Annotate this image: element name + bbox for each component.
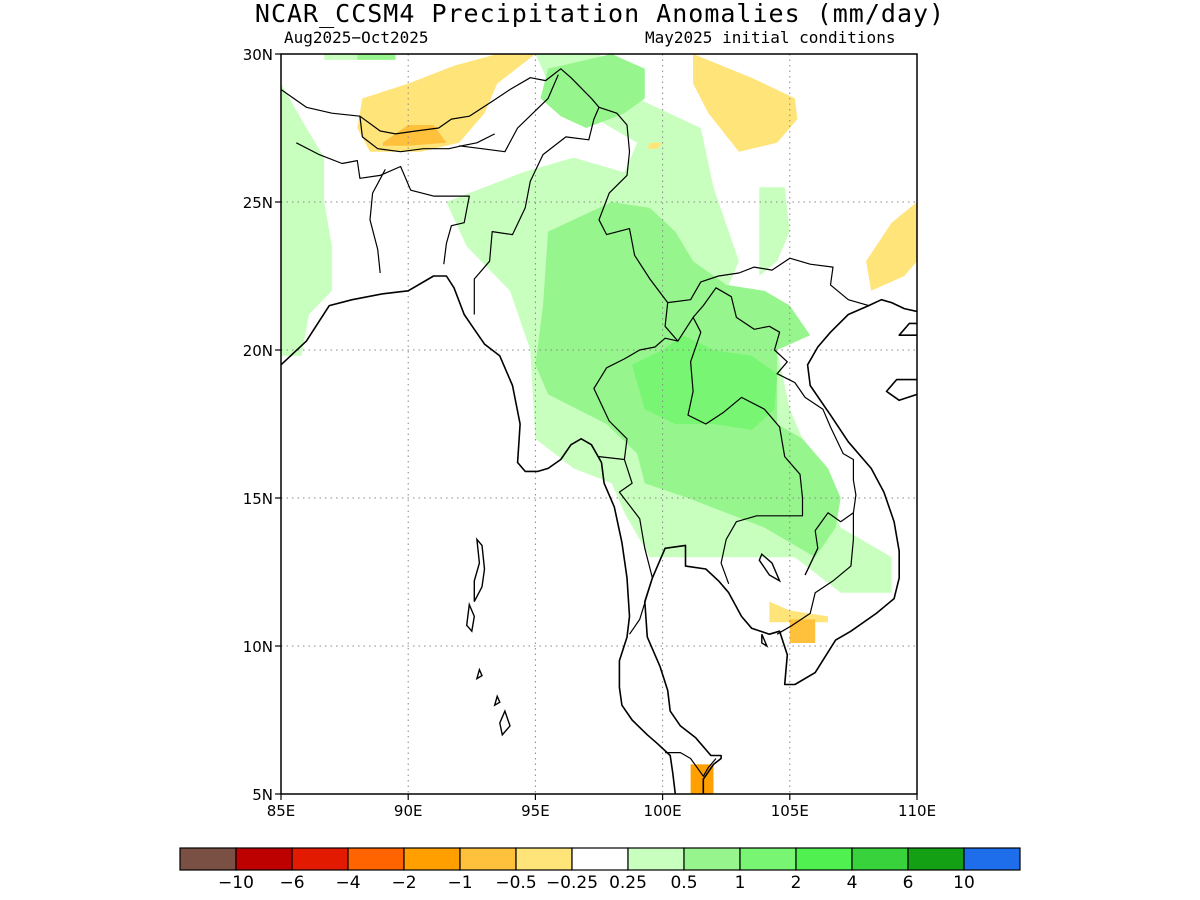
colorbar: −10 −6 −4 −2 −1 −0.5 −0.25 0.25 0.5 1 2 4 6 10: [179, 847, 1021, 893]
map-frame: [280, 53, 918, 795]
colorbar-swatch: [347, 847, 405, 871]
country-border: [473, 107, 600, 315]
anomaly-region: [759, 187, 790, 276]
initial-conditions: May2025 initial conditions: [645, 28, 896, 47]
island-outline: [493, 694, 501, 707]
x-tick-label: 105E: [771, 802, 809, 820]
anomaly-region: [540, 54, 645, 128]
anomaly-region: [647, 142, 663, 149]
anomaly-fill-layer: [281, 54, 917, 794]
coastline: [885, 378, 917, 402]
country-border: [665, 751, 717, 777]
x-tick-label: 90E: [394, 802, 423, 820]
colorbar-swatch: [571, 847, 629, 871]
colorbar-label: 1: [735, 873, 746, 893]
colorbar-swatch: [515, 847, 573, 871]
colorbar-swatch: [179, 847, 237, 871]
colorbar-label: 0.25: [609, 873, 647, 893]
country-border: [593, 337, 679, 461]
colorbar-label: 0.5: [670, 873, 697, 893]
colorbar-swatch: [291, 847, 349, 871]
y-tick-label: 15N: [243, 490, 273, 508]
colorbar-label: 10: [953, 873, 975, 893]
colorbar-label: −10: [218, 873, 254, 893]
colorbar-swatch: [963, 847, 1021, 871]
island-outline: [465, 601, 476, 633]
anomaly-region: [789, 619, 816, 643]
country-border: [459, 74, 559, 153]
island-outline: [758, 553, 782, 583]
colorbar-label: −2: [391, 873, 416, 893]
x-tick-label: 100E: [644, 802, 682, 820]
anomaly-region: [693, 54, 798, 152]
anomaly-region: [357, 54, 536, 152]
coastline: [898, 322, 917, 337]
island-outline: [761, 633, 769, 648]
y-tick-label: 20N: [243, 342, 273, 360]
colorbar-swatch: [235, 847, 293, 871]
y-tick-label: 25N: [243, 194, 273, 212]
colorbar-label: −1: [447, 873, 472, 893]
coastline: [281, 275, 677, 794]
anomaly-region: [769, 601, 828, 623]
anomaly-region: [281, 83, 332, 356]
country-border: [664, 302, 804, 585]
colorbar-label: −4: [335, 873, 360, 893]
colorbar-swatch: [627, 847, 685, 871]
x-tick-label: 110E: [898, 802, 936, 820]
axis-ticks: 85E 90E 95E 100E 105E 110E 5N 10N 15N 20N 25N 30N: [243, 46, 936, 820]
anomaly-region: [382, 125, 447, 146]
country-border: [776, 512, 855, 635]
anomaly-region: [357, 54, 396, 60]
map-title: NCAR_CCSM4 Precipitation Anomalies (mm/d…: [254, 0, 946, 28]
colorbar-label: −0.5: [495, 873, 536, 893]
country-border: [618, 459, 654, 635]
colorbar-swatch: [683, 847, 741, 871]
colorbar-swatch: [795, 847, 853, 871]
colorbar-swatch: [739, 847, 797, 871]
island-outline: [473, 537, 486, 602]
y-tick-label: 5N: [252, 786, 273, 804]
island-outline: [499, 709, 511, 737]
country-border: [804, 548, 819, 576]
colorbar-swatch: [459, 847, 517, 871]
island-outline: [475, 667, 483, 681]
forecast-period: Aug2025−Oct2025: [284, 28, 429, 47]
country-border: [359, 116, 495, 153]
colorbar-label: −6: [279, 873, 304, 893]
country-border: [369, 169, 386, 274]
country-border: [281, 68, 869, 307]
boundary-layer: [281, 68, 917, 794]
colorbar-swatch: [907, 847, 965, 871]
colorbar-label: 6: [903, 873, 914, 893]
anomaly-region: [324, 54, 358, 60]
y-tick-label: 30N: [243, 46, 273, 64]
grid-layer: [281, 54, 917, 794]
colorbar-label: 2: [791, 873, 802, 893]
x-tick-label: 95E: [521, 802, 550, 820]
colorbar-label: 4: [847, 873, 858, 893]
colorbar-swatch: [851, 847, 909, 871]
anomaly-region: [866, 202, 917, 291]
y-tick-label: 10N: [243, 638, 273, 656]
colorbar-swatch: [403, 847, 461, 871]
coastline: [643, 298, 917, 794]
anomaly-region: [632, 335, 778, 430]
x-tick-label: 85E: [267, 802, 296, 820]
country-border: [296, 142, 470, 265]
colorbar-label: −0.25: [546, 873, 598, 893]
country-border: [692, 287, 857, 576]
